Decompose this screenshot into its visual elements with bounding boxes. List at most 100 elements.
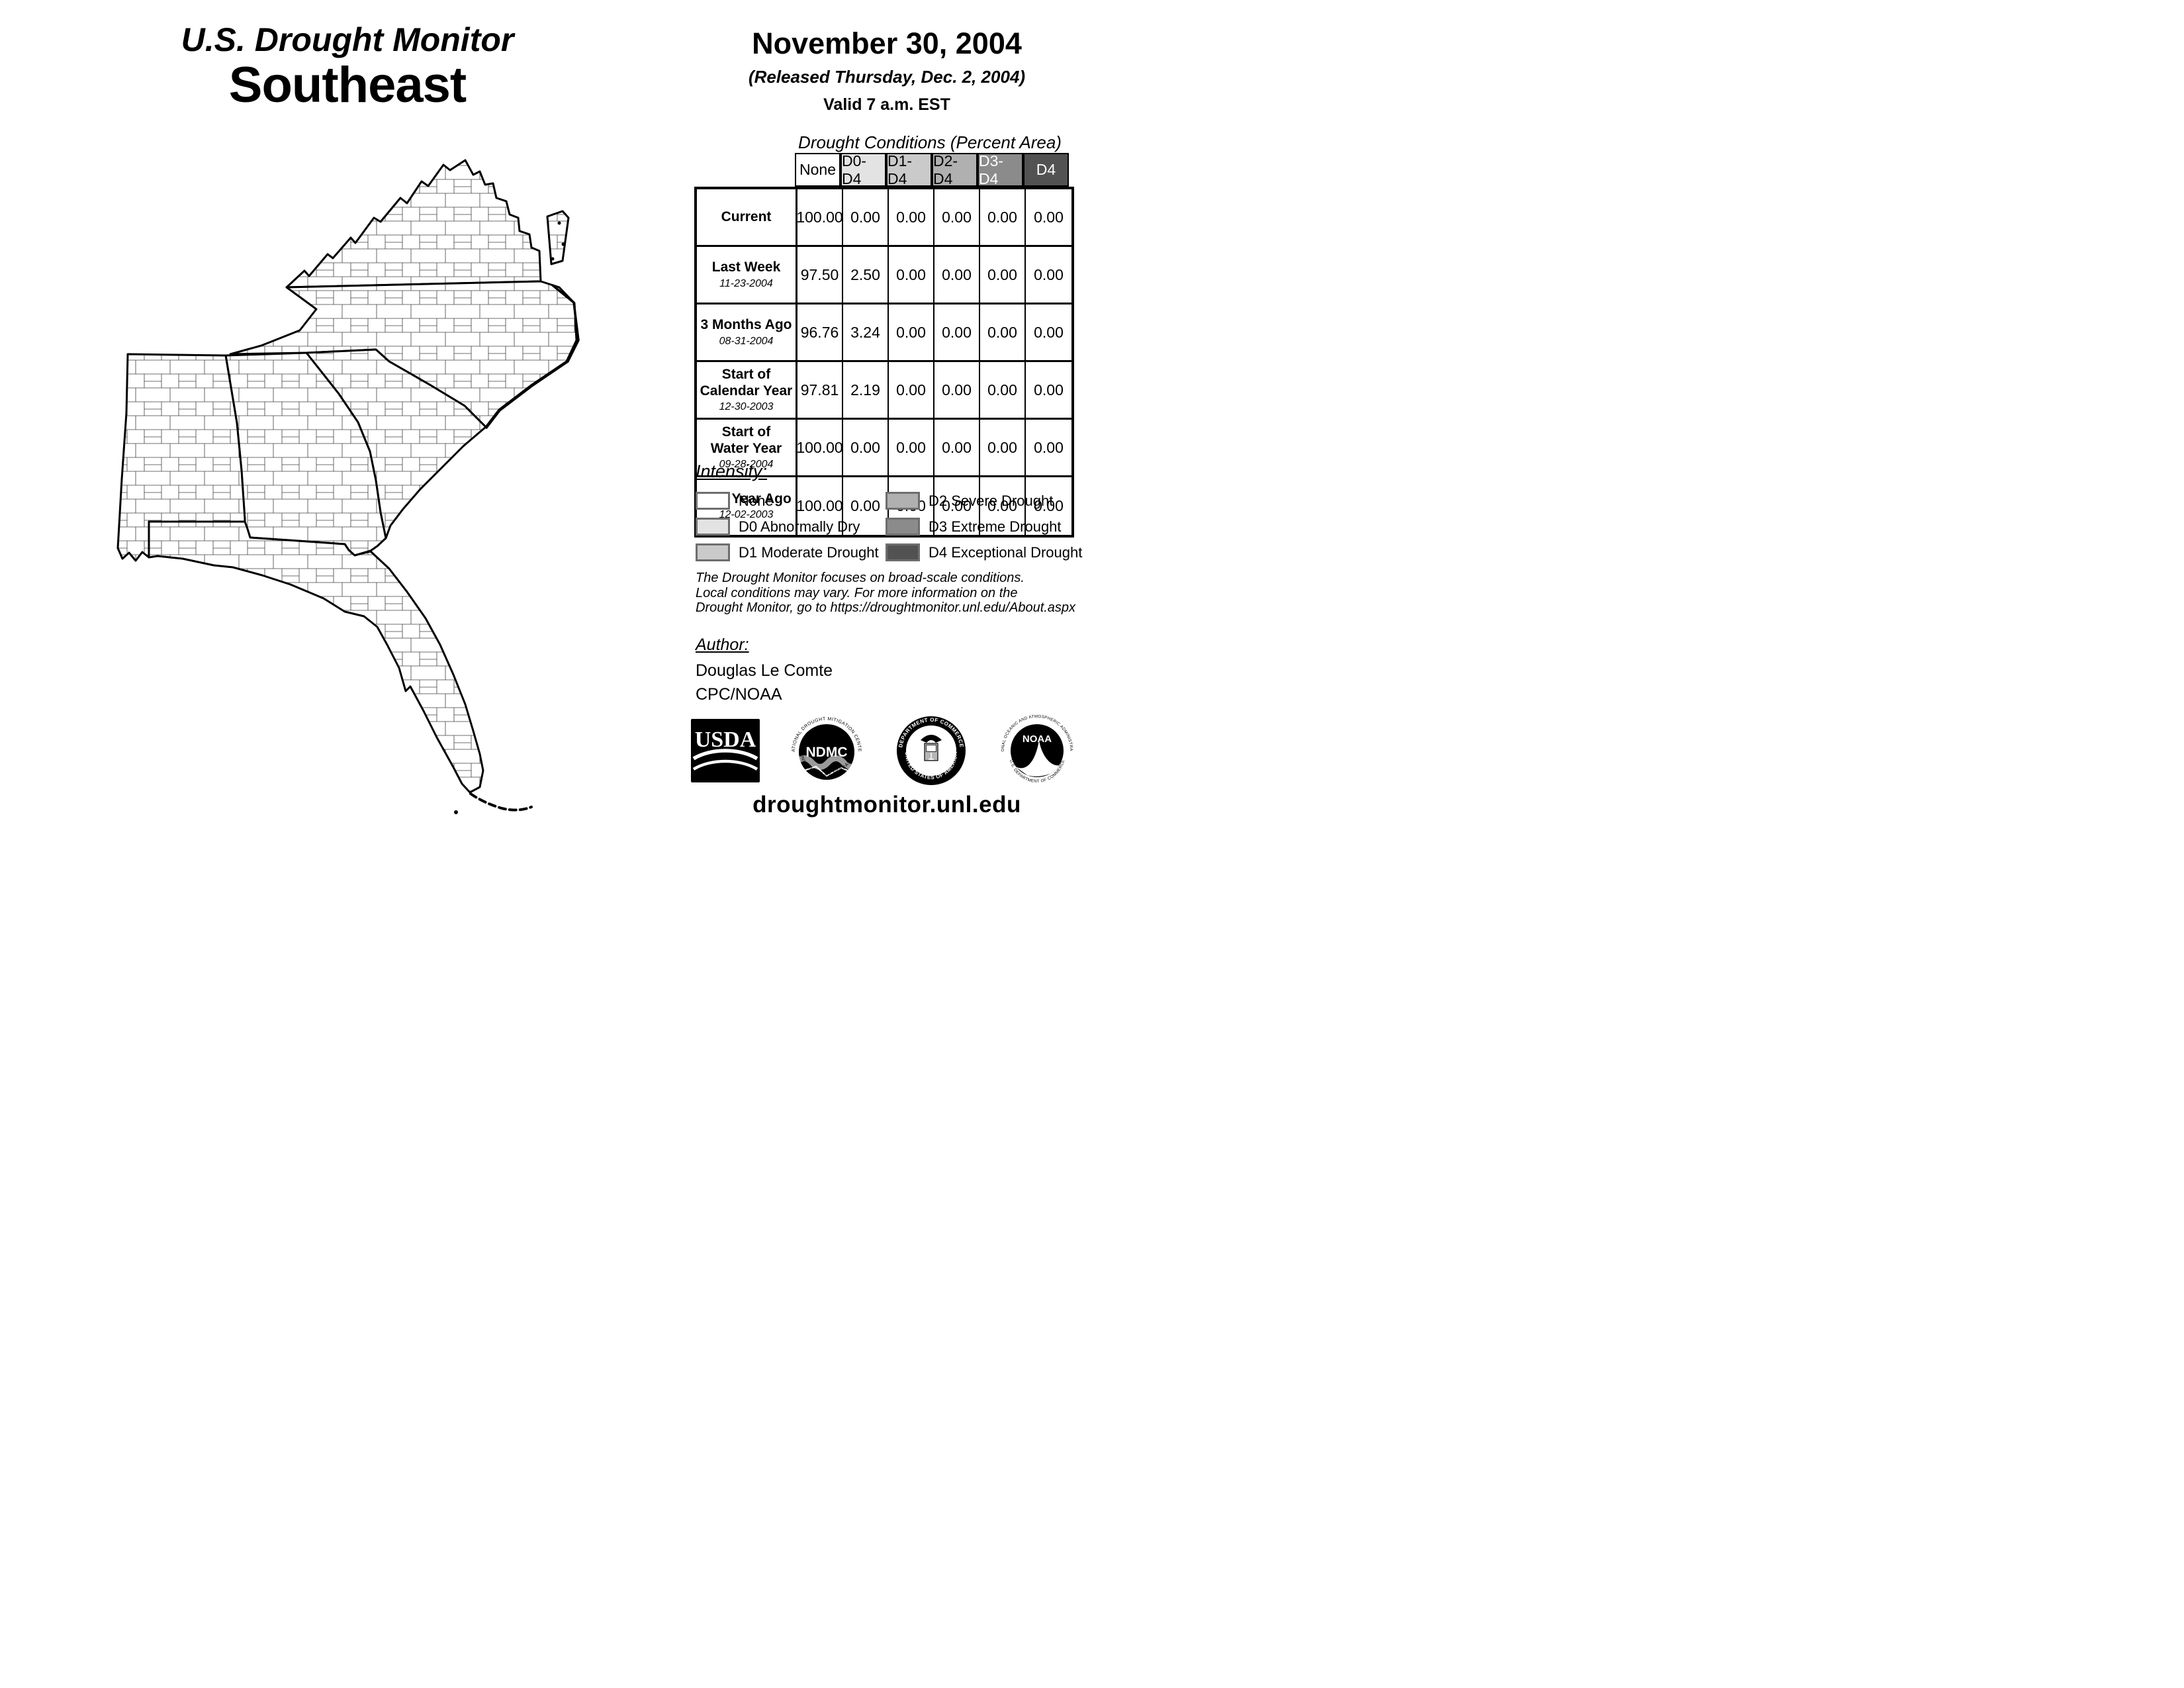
table-col-header-d0-d4: D0-D4 xyxy=(841,152,886,187)
table-cell: 0.00 xyxy=(1026,189,1071,247)
table-cell: 100.00 xyxy=(796,189,843,247)
table-cell: 0.00 xyxy=(889,189,934,247)
row-date: 08-31-2004 xyxy=(719,335,774,347)
legend-swatch xyxy=(696,492,730,510)
author-name: Douglas Le Comte xyxy=(696,661,833,680)
table-row-label: Current xyxy=(697,189,797,247)
row-date: 12-02-2003 xyxy=(719,509,774,521)
table-header-row: None D0-D4 D1-D4 D2-D4 D3-D4 D4 xyxy=(694,152,1074,187)
table-cell: 0.00 xyxy=(980,305,1026,362)
author-org: CPC/NOAA xyxy=(696,685,782,704)
table-col-header-d4: D4 xyxy=(1023,153,1069,187)
table-cell: 0.00 xyxy=(1026,305,1071,362)
table-cell: 0.00 xyxy=(889,305,934,362)
table-cell: 96.76 xyxy=(797,305,843,362)
table-cell: 0.00 xyxy=(1026,420,1071,477)
map-date: November 30, 2004 xyxy=(752,26,1022,60)
legend-label: D2 Severe Drought xyxy=(929,492,1054,509)
noaa-logo: NOAA NATIONAL OCEANIC AND ATMOSPHERIC AD… xyxy=(998,714,1073,784)
table-cell: 0.00 xyxy=(934,305,980,362)
map-florida-keys xyxy=(469,792,533,812)
row-date: 09-28-2004 xyxy=(719,459,774,471)
legend-item-d1: D1 Moderate Drought xyxy=(696,539,886,565)
map-key-islet xyxy=(454,810,458,814)
map-outer-banks xyxy=(485,284,580,429)
table-col-header-none: None xyxy=(795,153,841,187)
table-row-label: Last Week 11-23-2004 xyxy=(697,247,797,305)
row-label-line: Calendar Year xyxy=(700,383,793,399)
agency-logos: USDA NDMC NATIONAL DROUGHT MITIGATION CE… xyxy=(691,714,1076,786)
table-col-header-d1-d4: D1-D4 xyxy=(886,152,932,187)
usda-logo: USDA xyxy=(691,719,760,782)
legend-label: D4 Exceptional Drought xyxy=(929,543,1083,561)
legend-label: D1 Moderate Drought xyxy=(739,543,879,561)
noaa-wordmark: NOAA xyxy=(1023,733,1052,745)
legend-label: None xyxy=(739,492,774,509)
table-cell: 3.24 xyxy=(843,305,889,362)
table-cell: 0.00 xyxy=(889,362,934,420)
table-cell: 0.00 xyxy=(843,189,889,247)
author-heading: Author: xyxy=(696,635,749,654)
table-cell: 0.00 xyxy=(980,189,1026,247)
map-state-florida xyxy=(148,520,484,794)
table-cell: 100.00 xyxy=(796,477,843,535)
legend-item-d3: D3 Extreme Drought xyxy=(886,514,1082,539)
row-label-line: Last Week xyxy=(711,259,781,275)
table-cell: 0.00 xyxy=(1034,497,1064,514)
author-block: Author: Douglas Le Comte CPC/NOAA xyxy=(696,635,833,709)
table-cell: 0.00 xyxy=(980,362,1026,420)
table-cell: 0.00 xyxy=(1026,247,1071,305)
table-cell: 0.00 xyxy=(934,420,980,477)
table-row-label: Start of Water Year 09-28-2004 xyxy=(697,420,797,477)
southeast-drought-map xyxy=(50,144,599,829)
row-date: 11-23-2004 xyxy=(719,277,773,289)
table-cell: 0.00 xyxy=(934,247,980,305)
table-cell: 2.19 xyxy=(843,362,889,420)
website-url: droughtmonitor.unl.edu xyxy=(752,792,1021,818)
row-date: 12-30-2003 xyxy=(719,401,774,413)
table-cell: 97.81 xyxy=(797,362,843,420)
map-bay-islet xyxy=(551,257,555,261)
table-cell: 0.00 xyxy=(980,247,1026,305)
commerce-seal: DEPARTMENT OF COMMERCE UNITED STATES OF … xyxy=(896,716,966,785)
row-label-line: Start of xyxy=(721,424,771,440)
map-bay-islet xyxy=(557,221,561,225)
legend-swatch xyxy=(886,518,920,536)
table-cell: 0.00 xyxy=(980,477,1026,535)
intensity-legend: None D0 Abnormally Dry D1 Moderate Drought… xyxy=(696,488,1082,565)
commerce-eagle xyxy=(920,735,942,743)
ndmc-wordmark: NDMC xyxy=(806,745,848,760)
legend-swatch xyxy=(886,543,920,561)
disclaimer-line: Local conditions may vary. For more info… xyxy=(696,585,1018,600)
table-cell: 2.50 xyxy=(843,247,889,305)
legend-item-d0: D0 Abnormally Dry xyxy=(696,514,886,539)
valid-time: Valid 7 a.m. EST xyxy=(823,95,950,114)
row-label-line: 3 Months Ago xyxy=(700,317,792,333)
table-cell: 100.00 xyxy=(796,420,843,477)
legend-label: D0 Abnormally Dry xyxy=(739,518,860,535)
map-svg xyxy=(116,159,580,814)
table-cell: 0.00 xyxy=(934,362,980,420)
disclaimer-text: The Drought Monitor focuses on broad-sca… xyxy=(696,571,1075,616)
row-label-line: Water Year xyxy=(710,440,782,456)
table-cell: 0.00 xyxy=(843,420,889,477)
legend-label: D3 Extreme Drought xyxy=(929,518,1062,535)
date-block: November 30, 2004 (Released Thursday, De… xyxy=(675,26,1092,115)
release-date: (Released Thursday, Dec. 2, 2004) xyxy=(748,67,1026,87)
table-cell: 97.50 xyxy=(797,247,843,305)
table-cell: 0.00 xyxy=(934,477,980,535)
legend-item-d4: D4 Exceptional Drought xyxy=(886,539,1082,565)
table-col-header-d3-d4: D3-D4 xyxy=(978,152,1023,187)
title-block: U.S. Drought Monitor Southeast xyxy=(86,23,609,111)
table-row-label: Start of Calendar Year 12-30-2003 xyxy=(697,362,797,420)
usda-wordmark: USDA xyxy=(695,727,756,752)
disclaimer-line: The Drought Monitor focuses on broad-sca… xyxy=(696,571,1024,585)
row-label-line: Start of xyxy=(721,366,771,382)
row-label-line: Current xyxy=(721,209,772,224)
map-bay-islet xyxy=(561,242,565,246)
legend-item-d2: D2 Severe Drought xyxy=(886,488,1082,514)
table-row-label: 3 Months Ago 08-31-2004 xyxy=(697,305,797,362)
table-title: Drought Conditions (Percent Area) xyxy=(798,132,1062,152)
table-cell: 0.00 xyxy=(980,420,1026,477)
table-col-header-d2-d4: D2-D4 xyxy=(932,152,978,187)
